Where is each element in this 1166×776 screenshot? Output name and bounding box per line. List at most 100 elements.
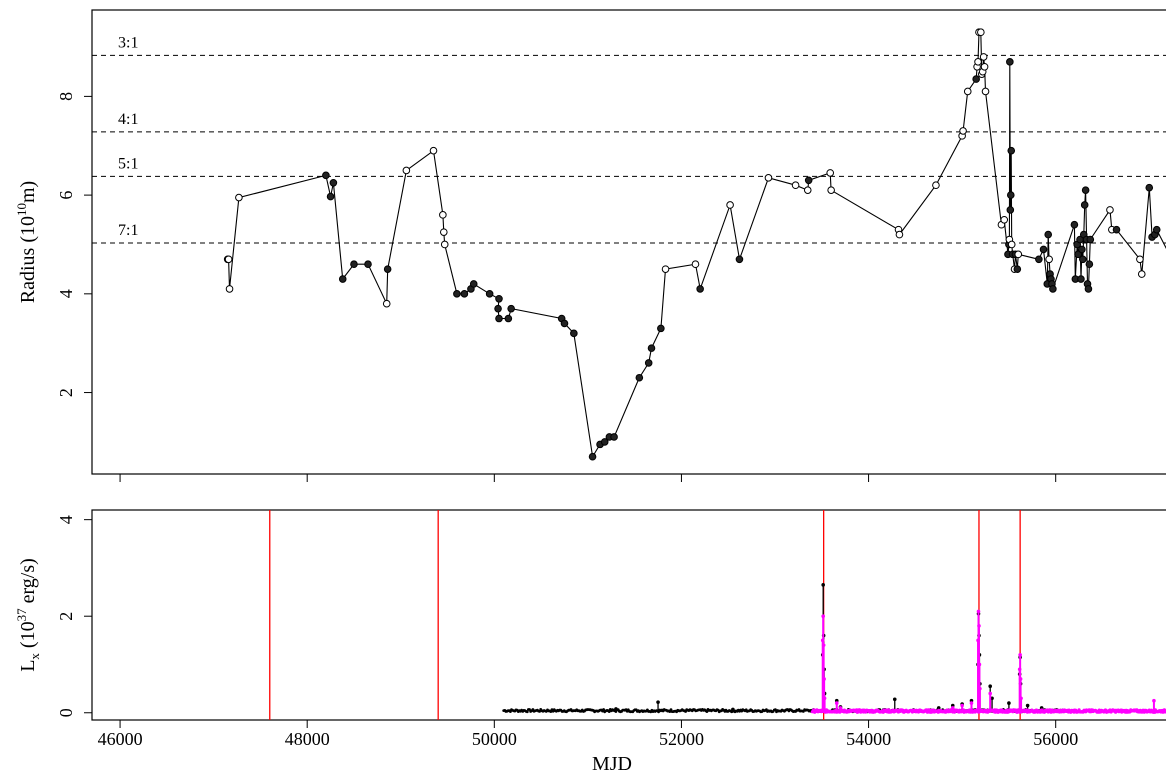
radius-point-open <box>429 146 438 155</box>
radius-point-open <box>1137 270 1146 278</box>
luminosity-spike-point <box>1152 698 1156 703</box>
top-panel: 3:1 4:1 5:1 7:1 2 4 6 8 Radius (1010m) <box>14 9 1166 482</box>
radius-point-filled <box>1013 265 1022 273</box>
top-x-ticks <box>119 474 1057 482</box>
radius-point-filled <box>1112 225 1121 234</box>
radius-point-open <box>440 240 449 249</box>
luminosity-series-a <box>502 583 1067 714</box>
luminosity-point <box>607 710 611 713</box>
luminosity-spike-point <box>834 701 839 705</box>
top-y-tick-label: 4 <box>56 289 76 298</box>
radius-point-filled <box>504 314 513 323</box>
radius-point-filled <box>635 373 644 382</box>
bottom-x-tick-label: 56000 <box>1033 729 1078 749</box>
radius-point-filled <box>485 290 494 298</box>
radius-point-filled <box>647 344 656 352</box>
radius-point-filled <box>507 304 515 313</box>
bottom-x-ticks: 46000 48000 50000 52000 54000 56000 <box>98 720 1078 749</box>
radius-point-open <box>803 186 812 194</box>
radius-points <box>223 28 1161 461</box>
radius-point-open <box>827 186 835 194</box>
radius-point-filled <box>1044 230 1053 239</box>
radius-point-open <box>977 28 985 37</box>
radius-point-filled <box>1145 183 1154 192</box>
luminosity-spike-point <box>822 696 827 701</box>
radius-point-open <box>225 285 234 293</box>
radius-point-filled <box>1081 186 1090 194</box>
radius-point-filled <box>972 75 980 83</box>
luminosity-point <box>602 708 605 711</box>
top-y-axis-title: Radius (1010m) <box>14 181 39 303</box>
resonance-label: 7:1 <box>118 222 138 239</box>
luminosity-spike-point <box>821 614 825 619</box>
luminosity-spike-point <box>838 706 843 710</box>
bottom-panel: 46000 48000 50000 52000 54000 56000 0 2 4 Lx (1… <box>14 509 1166 775</box>
radius-point-open <box>932 181 940 190</box>
radius-point-open <box>235 193 243 202</box>
radius-point-filled <box>1039 245 1048 254</box>
top-y-ticks: 2 4 6 8 <box>56 92 92 397</box>
radius-point-filled <box>329 178 338 187</box>
radius-point-open <box>402 166 411 175</box>
luminosity-spike-point <box>977 662 982 667</box>
radius-point-filled <box>1077 275 1085 283</box>
top-y-tick-label: 6 <box>56 191 76 200</box>
luminosity-spike-point <box>821 643 826 647</box>
radius-point-filled <box>1084 285 1093 293</box>
luminosity-spike-point <box>821 583 825 587</box>
radius-point-filled <box>600 438 609 446</box>
luminosity-spike-point <box>960 703 964 708</box>
radius-point-filled <box>804 176 813 185</box>
radius-point-filled <box>469 280 478 288</box>
top-y-tick-label: 8 <box>56 92 76 101</box>
radius-point-filled <box>1070 220 1079 229</box>
radius-point-filled <box>560 319 569 328</box>
radius-point-filled <box>326 192 335 201</box>
radius-point-open <box>959 127 967 135</box>
top-y-tick-label: 2 <box>56 388 76 397</box>
luminosity-spike-point <box>1018 677 1023 681</box>
radius-point-filled <box>495 294 503 303</box>
luminosity-spike-point <box>1007 701 1011 705</box>
luminosity-spike-point <box>656 700 660 704</box>
radius-point-filled <box>1035 255 1043 264</box>
bottom-y-tick-label: 0 <box>56 708 76 717</box>
bottom-y-ticks: 0 2 4 <box>56 515 92 717</box>
bottom-y-tick-label: 4 <box>56 515 76 524</box>
radius-point-filled <box>696 285 704 293</box>
luminosity-spike-point <box>950 706 955 710</box>
luminosity-spike-point <box>927 708 932 713</box>
bottom-x-axis-title: MJD <box>592 753 632 775</box>
radius-point-open <box>963 87 972 96</box>
radius-point-open <box>974 58 982 66</box>
radius-point-filled <box>1006 206 1015 214</box>
outburst-markers <box>269 510 1021 720</box>
radius-point-open <box>382 299 391 308</box>
radius-point-filled <box>735 255 744 264</box>
radius-point-open <box>439 228 448 236</box>
resonance-label: 4:1 <box>118 111 138 128</box>
radius-point-filled <box>610 433 618 441</box>
luminosity-spike-point <box>822 677 826 681</box>
luminosity-spike-point <box>731 707 735 712</box>
bottom-x-tick-label: 48000 <box>285 729 330 749</box>
radius-point-open <box>726 201 734 209</box>
resonance-label: 3:1 <box>118 34 138 51</box>
bottom-plot-frame <box>91 509 1166 721</box>
radius-point-filled <box>1085 260 1094 269</box>
bottom-x-tick-label: 54000 <box>846 729 891 749</box>
radius-point-open <box>224 255 233 264</box>
radius-point-filled <box>453 290 461 298</box>
luminosity-spike-point <box>977 624 981 628</box>
radius-point-open <box>764 174 773 182</box>
luminosity-spike-point <box>614 707 618 711</box>
radius-point-open <box>979 53 988 61</box>
radius-point-filled <box>494 304 502 313</box>
radius-point-filled <box>588 452 597 461</box>
luminosity-spike-point <box>1018 653 1022 657</box>
radius-point-filled <box>1080 201 1089 209</box>
luminosity-point <box>705 710 709 713</box>
luminosity-spike-point <box>976 609 981 614</box>
radius-point-filled <box>338 275 347 283</box>
bottom-y-axis-title: Lx (1037 erg/s) <box>14 558 42 672</box>
